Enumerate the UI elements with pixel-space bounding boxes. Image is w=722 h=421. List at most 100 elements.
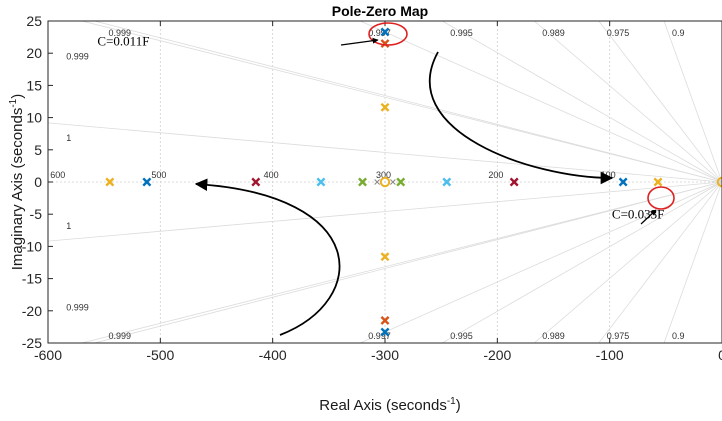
damping-label: 0.9	[672, 28, 685, 38]
annotation-c-0-011f: C=0.011F	[97, 33, 149, 48]
x-tick-label: -600	[34, 347, 62, 363]
y-tick-label: 0	[34, 174, 42, 190]
pole-stroke	[396, 177, 406, 187]
pole-marker	[390, 179, 396, 185]
y-tick-label: -5	[30, 206, 43, 222]
damping-ray	[94, 21, 722, 183]
x-tick-label: -100	[596, 347, 624, 363]
pole-stroke	[105, 177, 115, 187]
y-tick-label: -25	[22, 335, 42, 351]
pole-stroke	[380, 327, 390, 337]
pole-marker	[316, 177, 326, 187]
y-tick-label: -20	[22, 303, 42, 319]
grid-labels: 600 500 400 300 200 1000.9990.9990.9970.9970.…	[50, 28, 684, 341]
damping-label: 0.9	[672, 331, 685, 341]
axis-ticks: -600 -500 -400 -300 -200 -100 0 25 20 15 10 5 0 -5 -10…	[22, 13, 722, 363]
pole-marker	[380, 102, 390, 112]
damping-ray	[442, 21, 722, 183]
pole-marker	[653, 177, 663, 187]
trajectory-arrow-upper	[429, 51, 614, 185]
y-tick-label: 15	[26, 77, 42, 93]
pole-stroke	[390, 179, 396, 185]
pole-stroke	[653, 177, 663, 187]
damping-edge-label: 0.999	[66, 303, 89, 313]
frequency-label: 600	[50, 170, 65, 180]
damping-ray	[360, 21, 722, 183]
y-tick-label: -15	[22, 271, 42, 287]
pole-marker	[618, 177, 628, 187]
pole-stroke	[618, 177, 628, 187]
damping-edge-label: 1	[66, 221, 71, 231]
pole-marker	[380, 252, 390, 262]
damping-label: 0.989	[542, 28, 565, 38]
annotation-c-0-033f: C=0.033F	[612, 207, 664, 222]
pole-stroke	[380, 27, 390, 37]
x-axis-title: Real Axis (seconds-1)	[319, 396, 460, 414]
damping-label: 0.995	[450, 28, 473, 38]
pole-marker	[105, 177, 115, 187]
pole-marker	[396, 177, 406, 187]
pole-stroke	[442, 177, 452, 187]
pole-marker	[380, 27, 390, 37]
pole-marker	[442, 177, 452, 187]
pole-stroke	[358, 177, 367, 187]
pole-marker	[142, 177, 152, 187]
frequency-label: 500	[151, 170, 166, 180]
pole-stroke	[380, 252, 390, 262]
pole-marker	[380, 316, 390, 325]
pole-stroke	[380, 39, 390, 48]
x-tick-label: -500	[146, 347, 174, 363]
trajectory-arrow-lower	[194, 178, 341, 336]
damping-ray	[48, 181, 722, 242]
y-axis-title: Imaginary Axis (seconds-1)	[8, 94, 26, 270]
annotations: C=0.011F C=0.033F	[97, 22, 675, 336]
damping-label: 0.995	[450, 331, 473, 341]
damping-ray	[80, 181, 722, 343]
pole-stroke	[142, 177, 152, 187]
pole-marker	[251, 177, 261, 187]
zero-marker	[379, 176, 391, 188]
damping-ray	[533, 21, 722, 183]
damping-label: 0.999	[109, 28, 132, 38]
damping-ray	[663, 181, 722, 343]
damping-ray	[598, 21, 722, 183]
pole-stroke	[509, 177, 519, 187]
damping-label: 0.999	[109, 331, 132, 341]
x-tick-label: 0	[718, 347, 722, 363]
x-tick-label: -200	[483, 347, 511, 363]
plot-title: Pole-Zero Map	[332, 3, 428, 19]
pole-stroke	[380, 102, 390, 112]
damping-ray	[663, 21, 722, 183]
pole-marker	[509, 177, 519, 187]
frequency-label: 200	[488, 170, 503, 180]
damping-ray	[533, 181, 722, 343]
x-tick-label: -400	[259, 347, 287, 363]
y-tick-label: 5	[34, 142, 42, 158]
highlight-circle-top	[368, 22, 408, 46]
pole-marker	[374, 179, 380, 185]
y-tick-label: 25	[26, 13, 42, 29]
pole-stroke	[374, 179, 380, 185]
damping-ray	[442, 181, 722, 343]
y-tick-label: 10	[26, 110, 42, 126]
annotation-pointer-right	[640, 209, 657, 225]
damping-label: 0.997	[368, 28, 391, 38]
damping-edge-label: 1	[66, 133, 71, 143]
frequency-label: 300	[376, 170, 391, 180]
highlight-circle-right	[647, 186, 675, 210]
damping-label: 0.975	[607, 331, 630, 341]
annotation-pointer-top	[340, 37, 379, 46]
damping-ray	[598, 181, 722, 343]
damping-edge-label: 0.999	[66, 51, 89, 61]
damping-label: 0.989	[542, 331, 565, 341]
pole-marker	[380, 327, 390, 337]
damping-label: 0.997	[368, 331, 391, 341]
y-tick-label: -10	[22, 238, 42, 254]
pole-marker	[380, 39, 390, 48]
damping-ray	[80, 21, 722, 183]
pole-stroke	[316, 177, 326, 187]
y-tick-label: 20	[26, 45, 42, 61]
pole-marker	[358, 177, 367, 187]
damping-label: 0.975	[607, 28, 630, 38]
